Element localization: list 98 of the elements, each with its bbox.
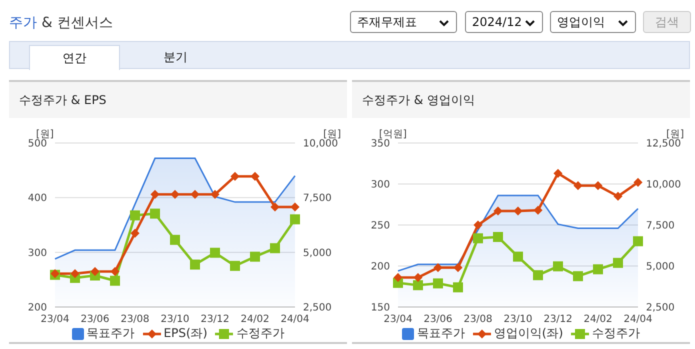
text: 검색 [643,11,691,33]
point [433,278,443,288]
point [150,208,160,219]
point [270,243,280,254]
point [534,206,542,215]
point [633,236,643,246]
point [150,190,160,199]
x-tick-label: 23/08 [464,314,492,326]
point [290,214,300,224]
point [170,190,180,199]
text: 주재무제표 [350,11,457,33]
y-tick-label: 500 [28,138,47,150]
point [514,206,522,216]
point [553,261,563,272]
point [290,202,300,212]
point [614,192,622,201]
legend-label: 목표주가 [86,325,135,342]
y2-tick-label: 12,500 [646,138,681,150]
point [554,168,562,178]
y2-tick-label: 10,000 [303,138,338,150]
point [250,252,260,262]
point [594,181,602,190]
point [453,282,463,292]
text: 연간 [29,45,120,70]
y2-tick-label: 7,500 [646,220,675,232]
text: 영업이익 [550,11,636,33]
y2-tick-label: 2,500 [646,302,675,314]
x-tick-label: 24/04 [624,314,652,326]
point [210,248,220,258]
y2-tick-label: 5,000 [646,262,675,273]
y-tick-label: 200 [370,262,390,273]
y2-tick-label: 5,000 [303,248,332,259]
point [474,220,482,230]
point [573,271,583,282]
point [454,263,462,272]
point [533,270,543,280]
x-tick-label: 23/06 [424,314,452,326]
x-tick-label: 23/04 [384,314,412,326]
point [170,234,180,245]
point [473,233,483,244]
y-tick-label: 300 [370,180,390,191]
y2-tick-label: 7,500 [303,193,332,204]
y-tick-label: 350 [370,138,390,150]
y2-axis-title: [원] [323,128,341,140]
point [210,190,220,199]
legend-label: EPS(좌) [164,325,208,342]
point [634,178,642,187]
point [250,172,260,181]
x-tick-label: 24/04 [280,314,310,326]
point [394,272,402,282]
legend-label: 영업이익(좌) [494,325,564,342]
point [130,210,140,220]
x-tick-label: 23/06 [80,314,110,326]
point [230,260,240,271]
x-tick-label: 23/08 [120,314,150,326]
x-tick-label: 23/04 [40,314,70,326]
x-tick-label: 24/02 [240,314,270,326]
point [230,172,240,181]
point [434,263,442,272]
y-tick-label: 200 [28,302,47,314]
legend-label: 목표주가 [416,325,465,342]
legend-label: 수정주가 [592,325,640,342]
y-tick-label: 300 [28,248,47,259]
x-tick-label: 23/10 [160,314,190,326]
point [130,228,140,238]
chart-title: 수정주가 & EPS [9,80,347,118]
point [574,181,582,190]
y-tick-label: 250 [370,220,390,232]
point [513,252,523,262]
point [90,266,100,276]
y2-tick-label: 10,000 [646,180,681,191]
point [270,202,280,212]
point [70,269,80,278]
point [110,276,120,286]
point [493,232,503,242]
chart-title: 수정주가 & 영업이익 [352,80,690,118]
x-tick-label: 23/12 [544,314,572,326]
point [613,258,623,268]
legend-label: 수정주가 [236,325,284,342]
y-axis-title: [억원] [379,128,407,140]
point [494,206,502,216]
point [414,272,422,282]
y2-tick-label: 2,500 [303,302,332,314]
point [593,264,603,274]
y-tick-label: 150 [370,302,390,314]
text: 2024/12 [465,11,543,33]
text: 주가 & 컨센서스 [9,14,113,32]
x-tick-label: 24/02 [584,314,612,326]
point [413,280,423,290]
x-tick-label: 23/10 [504,314,532,326]
point [190,260,200,270]
point [190,190,200,199]
y-axis-title: [원] [36,128,54,140]
point [110,266,120,276]
y-tick-label: 400 [28,193,47,204]
x-tick-label: 23/12 [200,314,230,326]
text: 분기 [162,49,188,66]
y2-axis-title: [원] [666,128,684,140]
